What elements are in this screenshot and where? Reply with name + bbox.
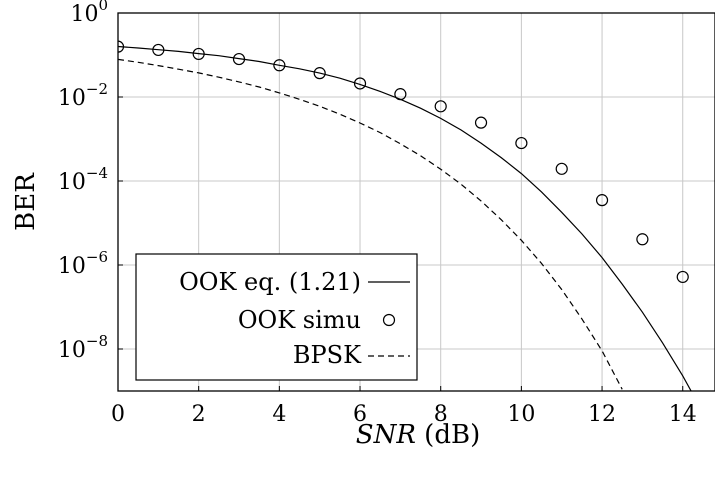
legend: OOK eq. (1.21) OOK simu BPSK (135, 253, 418, 381)
marker-ook-simu (555, 162, 568, 175)
legend-swatch-ook-simu (382, 313, 396, 327)
x-tick-label: 4 (272, 402, 286, 427)
y-tick-base: 10 (58, 338, 86, 363)
y-tick-base: 10 (58, 254, 86, 279)
series-line-bpsk (118, 58, 623, 390)
plot-frame (117, 12, 715, 392)
marker-ook-simu (152, 43, 165, 57)
legend-box (135, 253, 418, 381)
y-tick-base: 10 (58, 86, 86, 111)
marker-ook-simu (118, 40, 125, 53)
marker-ook-simu (232, 52, 246, 66)
y-tick-exponent: −6 (86, 248, 108, 266)
x-tick-label: 8 (434, 402, 448, 427)
legend-label-ook-eq: OOK eq. (1.21) (179, 268, 361, 296)
marker-ook-simu (515, 136, 528, 150)
y-tick-label: 10−4 (58, 164, 108, 195)
marker-ook-simu (313, 67, 326, 80)
y-tick-label: 10−2 (58, 80, 108, 111)
data-series (118, 40, 692, 391)
marker-ook-simu (474, 116, 488, 129)
plot-area (118, 40, 692, 391)
x-axis-variable: SNR (356, 420, 416, 450)
y-tick-base: 10 (70, 2, 98, 27)
y-tick-label: 10−8 (58, 332, 108, 363)
x-tick-label: 0 (111, 402, 125, 427)
y-tick-base: 10 (58, 170, 86, 195)
marker-ook-simu (636, 233, 649, 246)
y-tick-exponent: −2 (86, 80, 108, 98)
series-line-ook-eq-1-21 (118, 45, 692, 391)
x-tick-label: 2 (192, 402, 206, 427)
y-tick-exponent: −8 (86, 332, 108, 350)
x-axis-unit: (dB) (424, 420, 480, 450)
marker-ook-simu (273, 59, 286, 72)
y-axis-label: BER (11, 172, 41, 231)
x-axis-ticks: 0 2 4 6 8 10 12 14 (111, 386, 697, 427)
marker-ook-simu (595, 194, 609, 207)
marker-ook-simu (353, 77, 367, 90)
x-tick-label: 10 (507, 402, 535, 427)
marker-ook-simu (394, 88, 407, 101)
legend-label-bpsk: BPSK (293, 341, 362, 369)
marker-ook-simu (434, 100, 447, 113)
y-tick-label: 10−6 (58, 248, 108, 279)
y-tick-exponent: 0 (98, 0, 108, 14)
y-tick-label: 100 (70, 0, 108, 27)
x-axis-label: SNR (dB) (356, 420, 480, 450)
legend-label-ook-simu: OOK simu (238, 306, 361, 334)
y-tick-exponent: −4 (86, 164, 108, 182)
x-tick-label: 6 (353, 402, 367, 427)
x-tick-label: 12 (588, 402, 616, 427)
x-tick-label: 14 (669, 402, 697, 427)
marker-ook-simu (192, 47, 205, 61)
marker-ook-simu (676, 270, 689, 284)
